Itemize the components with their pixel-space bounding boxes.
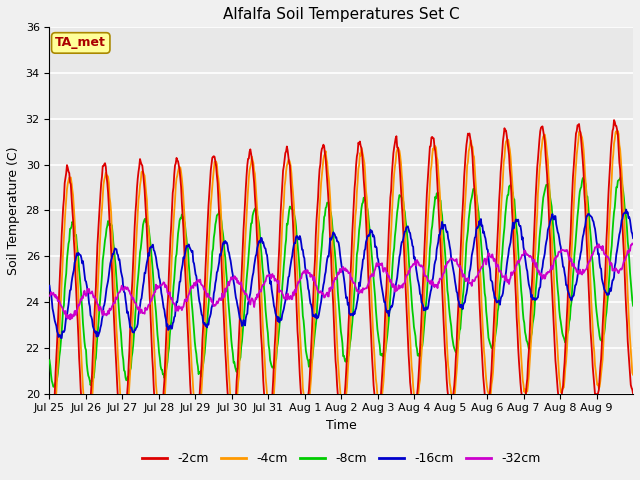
Y-axis label: Soil Temperature (C): Soil Temperature (C)	[7, 146, 20, 275]
X-axis label: Time: Time	[326, 419, 356, 432]
Legend: -2cm, -4cm, -8cm, -16cm, -32cm: -2cm, -4cm, -8cm, -16cm, -32cm	[137, 447, 545, 470]
Title: Alfalfa Soil Temperatures Set C: Alfalfa Soil Temperatures Set C	[223, 7, 460, 22]
Text: TA_met: TA_met	[55, 36, 106, 49]
